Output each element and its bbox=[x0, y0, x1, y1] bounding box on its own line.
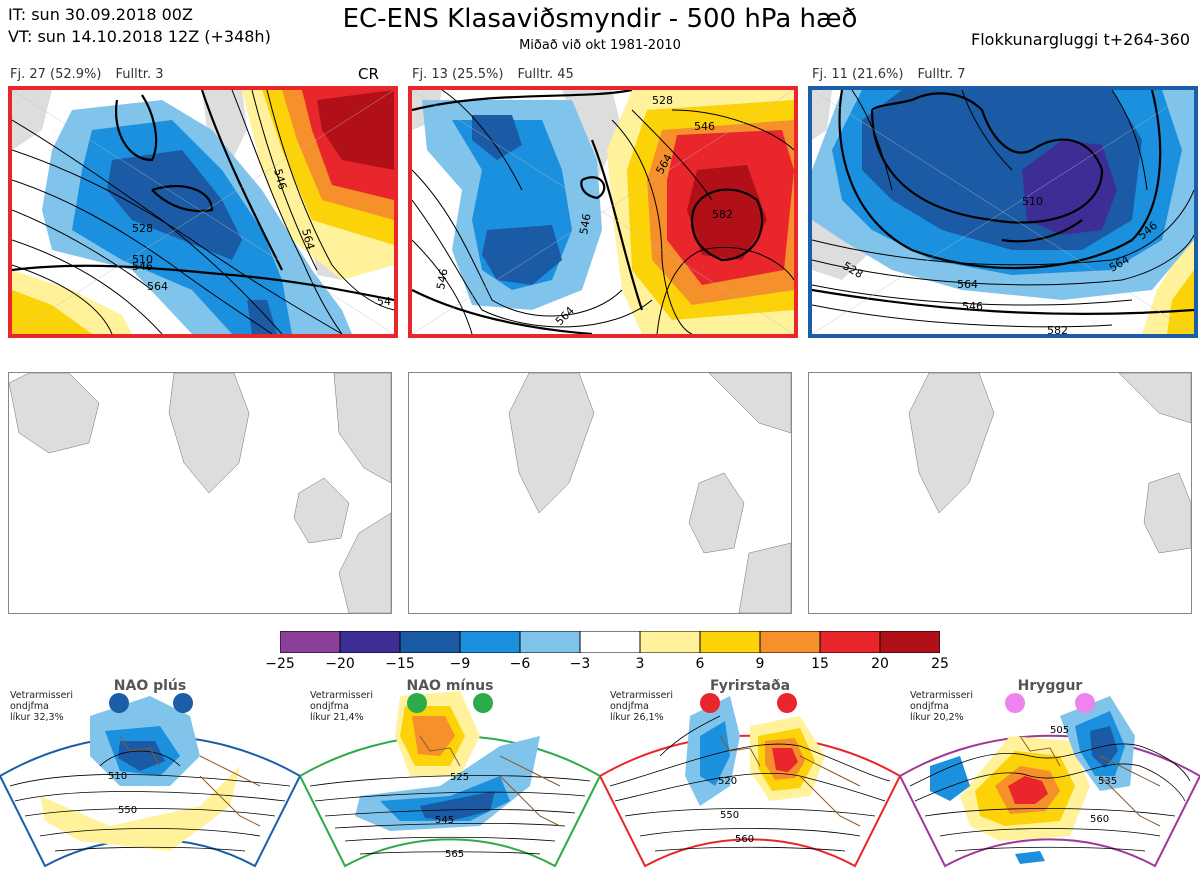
regime-nao-plus: 510 550 NAO plús Vetrarmisseri ondjfma l… bbox=[0, 676, 300, 871]
regime-3-contour-label: 550 bbox=[720, 810, 739, 821]
colorbar-tick-label: −20 bbox=[325, 656, 355, 672]
cluster-2-contour-label: 546 bbox=[577, 213, 593, 236]
colorbar-swatches bbox=[279, 630, 941, 654]
cluster-2-map: 528 546 564 582 546 546 564 bbox=[408, 86, 798, 338]
colorbar-tick-label: 25 bbox=[931, 656, 949, 672]
colorbar-tick-label: −15 bbox=[385, 656, 415, 672]
regime-hryggur: 505 535 560 Hryggur Vetrarmisseri ondjfm… bbox=[900, 676, 1200, 871]
colorbar-swatch bbox=[339, 630, 401, 654]
cluster-3-rep: Fulltr. 7 bbox=[917, 67, 966, 82]
colorbar-tick-label: 15 bbox=[811, 656, 829, 672]
regime-4-contour-label: 505 bbox=[1050, 725, 1069, 736]
cluster-3-contour-label: 546 bbox=[962, 300, 983, 313]
colorbar-swatch bbox=[399, 630, 461, 654]
colorbar-ticks: −25 −20 −15 −9 −6 −3 3 6 9 15 20 25 bbox=[260, 656, 960, 676]
cluster-1-count: Fj. 27 (52.9%) bbox=[10, 67, 102, 82]
regime-1-title: NAO plús bbox=[113, 678, 187, 694]
page-subtitle: Miðað við okt 1981-2010 bbox=[519, 38, 681, 53]
empty-map-2 bbox=[408, 372, 792, 614]
colorbar-tick-label: −25 bbox=[265, 656, 295, 672]
regime-4-info: Vetrarmisseri ondjfma líkur 20,2% bbox=[910, 690, 973, 723]
regime-2-contour-label: 525 bbox=[450, 772, 469, 783]
colorbar-tick-label: −6 bbox=[509, 656, 531, 672]
cluster-3-contour-label: 564 bbox=[957, 278, 978, 291]
colorbar-tick-label: −9 bbox=[449, 656, 471, 672]
colorbar-swatch bbox=[699, 630, 761, 654]
regime-3-contour-label: 520 bbox=[718, 776, 737, 787]
cluster-1-contour-label: 510 bbox=[132, 253, 153, 266]
regime-3-contour-label: 560 bbox=[735, 834, 754, 845]
colorbar-tick-label: 20 bbox=[871, 656, 889, 672]
colorbar-swatch bbox=[279, 630, 341, 654]
cluster-1-label: Fj. 27 (52.9%) Fulltr. 3 bbox=[10, 67, 178, 83]
page-title: EC-ENS Klasaviðsmyndir - 500 hPa hæð bbox=[342, 4, 858, 34]
cluster-2-contour-label: 546 bbox=[694, 120, 715, 133]
cluster-1-contour-label: 564 bbox=[147, 280, 168, 293]
regime-4-contour-label: 560 bbox=[1090, 814, 1109, 825]
regime-2-info: Vetrarmisseri ondjfma líkur 21,4% bbox=[310, 690, 373, 723]
regime-3-info: Vetrarmisseri ondjfma líkur 26,1% bbox=[610, 690, 673, 723]
colorbar-tick-label: 3 bbox=[635, 656, 645, 672]
cluster-3-contour-label: 510 bbox=[1022, 195, 1043, 208]
init-time: IT: sun 30.09.2018 00Z bbox=[8, 5, 193, 24]
regime-nao-minus: 525 545 565 NAO mínus Vetrarmisseri ondj… bbox=[300, 676, 600, 871]
cluster-1-contour-label: 564 bbox=[299, 227, 317, 251]
regime-3-title: Fyrirstaða bbox=[709, 678, 791, 694]
regime-4-contour-label: 535 bbox=[1098, 776, 1117, 787]
empty-map-3 bbox=[808, 372, 1192, 614]
colorbar-swatch bbox=[759, 630, 821, 654]
regime-1-info: Vetrarmisseri ondjfma líkur 32,3% bbox=[10, 690, 73, 723]
regime-fyrirstada: 520 550 560 Fyrirstaða Vetrarmisseri ond… bbox=[600, 676, 900, 871]
regime-1-contour-label: 550 bbox=[118, 805, 137, 816]
cluster-2-rep: Fulltr. 45 bbox=[517, 67, 574, 82]
cluster-3-count: Fj. 11 (21.6%) bbox=[812, 67, 904, 82]
regime-2-title: NAO mínus bbox=[406, 678, 494, 694]
cluster-1-map: 510 528 546 564 546 564 54 bbox=[8, 86, 398, 338]
cluster-3-contour-label: 582 bbox=[1047, 324, 1068, 334]
colorbar-swatch bbox=[879, 630, 941, 654]
empty-map-1 bbox=[8, 372, 392, 614]
colorbar-tick-label: 6 bbox=[695, 656, 705, 672]
cluster-2-contour-label: 546 bbox=[434, 268, 450, 291]
colorbar-swatch bbox=[639, 630, 701, 654]
cluster-1-tag: CR bbox=[358, 65, 379, 83]
cluster-1-rep: Fulltr. 3 bbox=[115, 67, 164, 82]
colorbar bbox=[279, 630, 941, 657]
regime-2-contour-label: 565 bbox=[445, 849, 464, 860]
cluster-1-contour-label: 528 bbox=[132, 222, 153, 235]
cluster-2-label: Fj. 13 (25.5%) Fulltr. 45 bbox=[412, 67, 588, 83]
cluster-1-contour-label: 546 bbox=[271, 167, 289, 191]
cluster-1-contour-label: 546 bbox=[132, 260, 153, 273]
valid-time: VT: sun 14.10.2018 12Z (+348h) bbox=[8, 27, 271, 46]
colorbar-swatch bbox=[579, 630, 641, 654]
cluster-3-map: 510 528 546 564 546 582 564 bbox=[808, 86, 1198, 338]
colorbar-swatch bbox=[519, 630, 581, 654]
cluster-2-count: Fj. 13 (25.5%) bbox=[412, 67, 504, 82]
colorbar-tick-label: 9 bbox=[755, 656, 765, 672]
colorbar-tick-label: −3 bbox=[569, 656, 591, 672]
classification-window: Flokkunargluggi t+264-360 bbox=[971, 30, 1190, 49]
cluster-2-contour-label: 582 bbox=[712, 208, 733, 221]
cluster-3-label: Fj. 11 (21.6%) Fulltr. 7 bbox=[812, 67, 980, 83]
header-times: IT: sun 30.09.2018 00Z VT: sun 14.10.201… bbox=[8, 4, 271, 48]
regime-4-title: Hryggur bbox=[1017, 678, 1083, 694]
regime-2-contour-label: 545 bbox=[435, 815, 454, 826]
cluster-1-contour-label: 54 bbox=[377, 295, 391, 308]
colorbar-swatch bbox=[819, 630, 881, 654]
cluster-2-contour-label: 528 bbox=[652, 94, 673, 107]
colorbar-swatch bbox=[459, 630, 521, 654]
regime-1-contour-label: 510 bbox=[108, 771, 127, 782]
